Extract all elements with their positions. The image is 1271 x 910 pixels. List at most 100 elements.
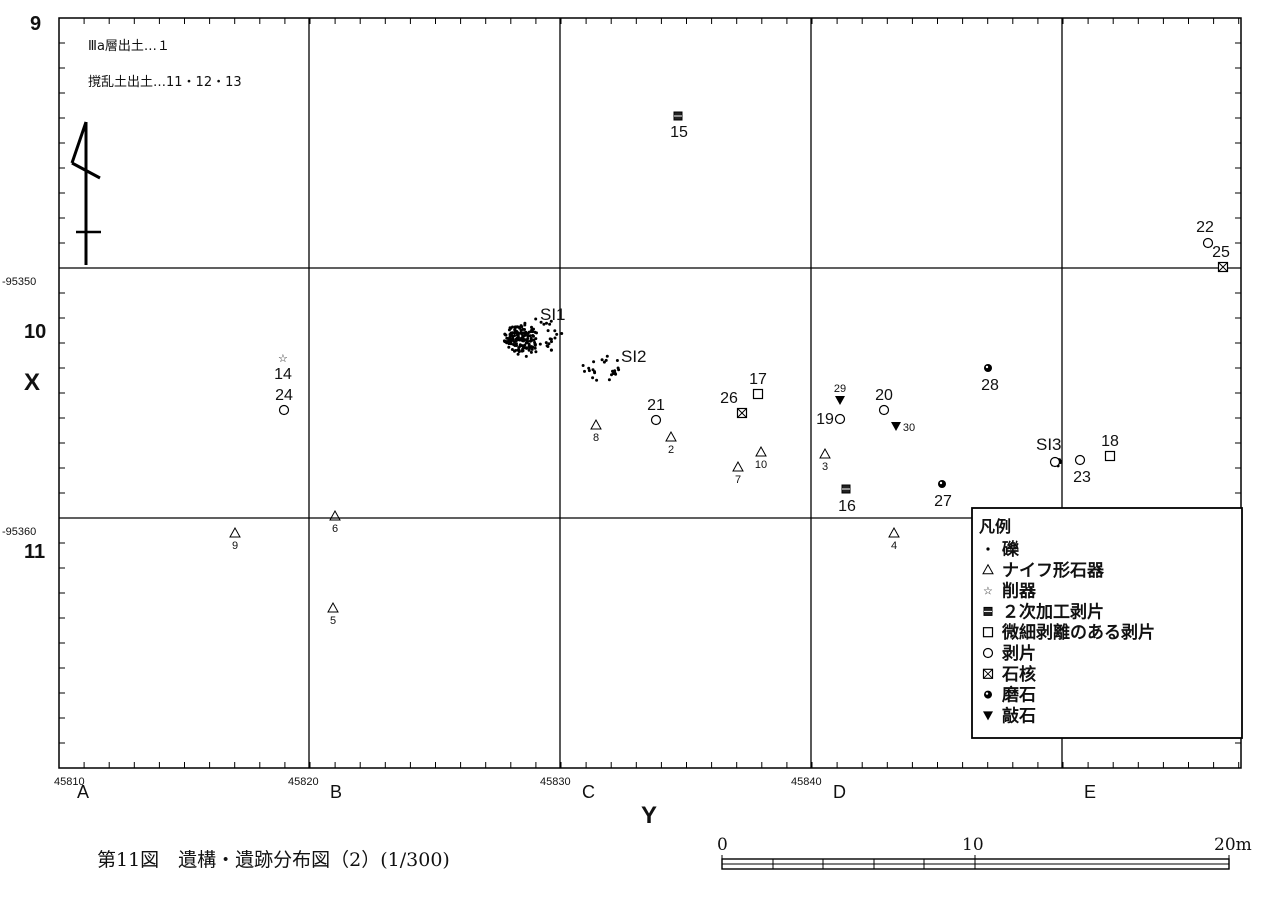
cluster-label-si2: SI2 bbox=[621, 347, 647, 366]
legend-title: 凡例 bbox=[979, 517, 1011, 536]
artifact-label-19: 19 bbox=[816, 411, 834, 428]
legend-item-retouch: ２次加工剥片 bbox=[983, 601, 1104, 622]
scale-label-10: 10 bbox=[962, 835, 984, 855]
artifact-label-4: 4 bbox=[891, 540, 897, 552]
row-number-11: 11 bbox=[24, 541, 45, 563]
legend-label-hammer: 敲石 bbox=[1002, 705, 1036, 726]
legend-item-knife: ナイフ形石器 bbox=[982, 560, 1105, 581]
north-arrow-icon bbox=[70, 121, 101, 265]
artifact-19: 19 bbox=[816, 411, 846, 428]
artifact-3: 3 bbox=[819, 447, 831, 473]
artifact-label-28: 28 bbox=[981, 377, 999, 394]
legend-item-gravel: 礫 bbox=[986, 539, 1020, 560]
col-coord-45820: 45820 bbox=[288, 776, 319, 788]
row-number-9: 9 bbox=[30, 13, 41, 35]
artifact-label-20: 20 bbox=[875, 387, 893, 404]
artifact-6: 6 bbox=[329, 509, 341, 535]
legend-item-micro: 微細剥離のある剥片 bbox=[982, 622, 1155, 643]
artifact-label-24: 24 bbox=[275, 387, 293, 404]
artifact-label-23: 23 bbox=[1073, 469, 1091, 486]
row-coord-95360: -95360 bbox=[2, 526, 36, 538]
y-axis-label: Y bbox=[641, 802, 657, 829]
legend-item-flake: 剥片 bbox=[982, 643, 1036, 664]
artifact-label-7: 7 bbox=[735, 474, 741, 486]
artifact-label-21: 21 bbox=[647, 397, 665, 414]
artifact-label-8: 8 bbox=[593, 432, 599, 444]
legend-item-hammer: 敲石 bbox=[983, 705, 1036, 726]
artifact-14: ☆14 bbox=[274, 352, 292, 383]
artifact-label-2: 2 bbox=[668, 444, 674, 456]
col-letter-e: E bbox=[1084, 782, 1096, 802]
artifact-label-17: 17 bbox=[749, 371, 767, 388]
artifact-9: 9 bbox=[229, 526, 241, 552]
legend-label-retouch: ２次加工剥片 bbox=[1002, 601, 1104, 622]
artifact-21: 21 bbox=[647, 397, 665, 426]
artifact-label-27: 27 bbox=[934, 493, 952, 510]
artifact-label-26: 26 bbox=[720, 390, 738, 407]
col-coord-45830: 45830 bbox=[540, 776, 571, 788]
artifact-22: 22 bbox=[1196, 219, 1214, 249]
svg-text:☆: ☆ bbox=[983, 585, 993, 598]
artifact-5: 5 bbox=[327, 601, 339, 627]
x-axis-label: X bbox=[24, 369, 40, 396]
note-layer-3a: Ⅲa層出土…１ bbox=[88, 39, 170, 54]
legend-label-micro: 微細剥離のある剥片 bbox=[1001, 622, 1155, 643]
cluster-label-si3: SI3 bbox=[1036, 435, 1062, 454]
artifact-18: 18 bbox=[1101, 433, 1119, 462]
artifact-label-30: 30 bbox=[903, 422, 915, 434]
artifact-label-10: 10 bbox=[755, 459, 767, 471]
artifact-label-5: 5 bbox=[330, 615, 336, 627]
artifact-label-29: 29 bbox=[834, 383, 846, 395]
artifact-label-15: 15 bbox=[670, 124, 688, 141]
artifact-label-25: 25 bbox=[1212, 244, 1230, 261]
scale-label-0: 0 bbox=[717, 835, 728, 855]
col-coord-45840: 45840 bbox=[791, 776, 822, 788]
gravel-clusters bbox=[502, 317, 1062, 468]
artifact-25: 25 bbox=[1212, 244, 1230, 273]
legend-label-scraper: 削器 bbox=[1002, 581, 1037, 602]
col-letter-a: A bbox=[77, 782, 89, 802]
row-number-10: 10 bbox=[24, 321, 46, 343]
artifact-2: 2 bbox=[665, 430, 677, 456]
artifact-label-18: 18 bbox=[1101, 433, 1119, 450]
artifact-label-22: 22 bbox=[1196, 219, 1214, 236]
legend-item-scraper: ☆ 削器 bbox=[983, 581, 1037, 602]
artifact-17: 17 bbox=[749, 371, 767, 400]
artifact-28: 28 bbox=[981, 364, 999, 394]
artifact-label-16: 16 bbox=[838, 498, 856, 515]
artifact-label-14: 14 bbox=[274, 366, 292, 383]
artifact-4: 4 bbox=[888, 526, 900, 552]
artifact-label-6: 6 bbox=[332, 523, 338, 535]
artifact-15: 15 bbox=[670, 111, 688, 141]
artifact-8: 8 bbox=[590, 418, 602, 444]
artifact-label-9: 9 bbox=[232, 540, 238, 552]
artifact-30: 30 bbox=[891, 422, 915, 434]
artifact-20: 20 bbox=[875, 387, 893, 416]
legend-label-gravel: 礫 bbox=[1002, 539, 1020, 560]
cluster-label-si1: SI1 bbox=[540, 305, 566, 324]
scale-bar: 0 10 20m bbox=[717, 835, 1252, 870]
artifact-23: 23 bbox=[1073, 454, 1091, 486]
legend-frame bbox=[971, 507, 1243, 739]
row-coord-95350: -95350 bbox=[2, 276, 36, 288]
note-disturbed-soil: 撹乱土出土…11・12・13 bbox=[88, 75, 242, 90]
legend-label-flake: 剥片 bbox=[1002, 643, 1036, 664]
legend-item-grind: 磨石 bbox=[984, 685, 1036, 706]
artifact-16: 16 bbox=[838, 484, 856, 515]
artifact-27: 27 bbox=[934, 480, 952, 510]
figure-caption: 第11図 遺構・遺跡分布図（2）(1/300) bbox=[97, 849, 450, 871]
artifact-26: 26 bbox=[720, 390, 748, 419]
legend-item-core: 石核 bbox=[982, 664, 1036, 685]
col-coord-45810: 45810 bbox=[54, 776, 85, 788]
scale-label-20m: 20m bbox=[1214, 835, 1252, 855]
artifact-24: 24 bbox=[275, 387, 293, 416]
artifact-1 bbox=[1049, 456, 1061, 468]
legend-label-core: 石核 bbox=[1001, 664, 1036, 685]
artifact-points: 2345678910☆14151617181920212223242526272… bbox=[229, 111, 1230, 627]
svg-text:☆: ☆ bbox=[278, 352, 288, 365]
legend-label-grind: 磨石 bbox=[1002, 685, 1036, 706]
col-letter-b: B bbox=[330, 782, 342, 802]
artifact-10: 10 bbox=[755, 445, 767, 471]
